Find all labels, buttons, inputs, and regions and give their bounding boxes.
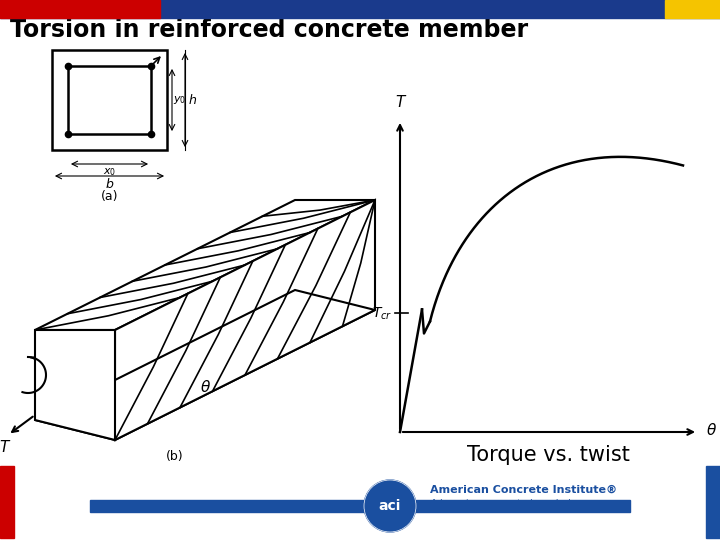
Text: T: T [0,440,9,455]
Text: $T_{cr}$: $T_{cr}$ [372,305,392,322]
Bar [68,66,151,134]
Text: b: b [106,178,114,191]
Text: $\theta$: $\theta$ [706,422,717,438]
Bar [0,464,720,540]
Polygon shape [35,200,375,330]
Text: aci: aci [379,499,401,513]
Circle shape [364,480,416,532]
Bar [706,466,720,538]
Text: (b): (b) [166,450,184,463]
Text: h: h [189,93,197,106]
Bar [52,50,167,150]
Polygon shape [115,200,375,440]
Text: Torsion in reinforced concrete member: Torsion in reinforced concrete member [10,18,528,42]
Text: American Concrete Institute®: American Concrete Institute® [430,485,617,495]
Text: $y_0$: $y_0$ [173,94,186,106]
Text: Advancing concrete knowledge: Advancing concrete knowledge [430,499,583,509]
Text: $x_0$: $x_0$ [103,166,116,178]
Bar [90,500,630,512]
Bar [665,0,720,18]
Text: T: T [395,95,405,110]
Polygon shape [35,330,115,440]
Bar [0,466,14,538]
Bar [0,0,160,18]
Text: (a): (a) [101,190,118,203]
Bar [0,0,720,18]
Polygon shape [35,290,375,440]
Text: $\theta$: $\theta$ [200,379,211,395]
Text: Torque vs. twist: Torque vs. twist [467,445,629,465]
